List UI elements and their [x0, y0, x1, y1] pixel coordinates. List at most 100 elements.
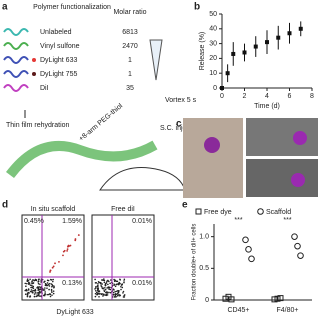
event-dot: [123, 296, 126, 298]
event-dot: [122, 292, 124, 294]
event-dot: [43, 281, 45, 283]
event-dot: [49, 271, 51, 273]
row-ratio: 6813: [122, 29, 138, 36]
panel-label: c: [176, 119, 182, 130]
photo: [183, 118, 243, 198]
data-point: [277, 295, 284, 302]
event-dot: [46, 293, 49, 296]
event-dot: [37, 294, 40, 297]
event-dot: [29, 296, 31, 298]
y-tick-label: 0.5: [199, 265, 209, 272]
row-name: DyLight 755: [40, 71, 77, 78]
event-dot: [42, 289, 45, 291]
legend-label: Scaffold: [266, 209, 291, 216]
plot-title: Free diI: [111, 206, 135, 213]
event-dot: [97, 292, 100, 295]
event-dot: [29, 278, 31, 281]
legend-marker: [257, 208, 264, 215]
data-point: [245, 246, 252, 253]
event-dot: [49, 292, 51, 295]
event-dot: [104, 284, 107, 286]
event-dot: [34, 278, 37, 281]
event-dot: [34, 292, 37, 294]
panel-label: a: [2, 2, 8, 13]
event-dot: [113, 289, 115, 291]
event-dot: [103, 281, 106, 284]
x-tick-label: 0: [220, 93, 224, 100]
event-dot: [97, 284, 99, 287]
axis-label: Fraction double+ of diI+ cells: [192, 224, 198, 301]
event-dot: [108, 288, 110, 290]
column-header: Molar ratio: [113, 9, 146, 16]
event-dot: [95, 291, 98, 294]
event-dot: [48, 288, 50, 291]
event-dot: [110, 279, 112, 281]
photo: [246, 118, 318, 156]
event-dot: [109, 288, 112, 291]
event-dot: [117, 282, 119, 285]
event-dot: [69, 244, 72, 247]
data-point: [276, 35, 281, 40]
row-name: DiI: [40, 85, 49, 92]
event-dot: [62, 254, 64, 257]
event-dot: [121, 283, 123, 285]
event-dot: [31, 284, 33, 287]
step-text: S.C. injection: [160, 125, 201, 132]
data-point: [231, 51, 236, 56]
event-dot: [44, 291, 46, 293]
event-dot: [52, 292, 55, 295]
event-dot: [40, 286, 42, 289]
event-dot: [26, 280, 29, 282]
annotation: ***: [283, 217, 291, 224]
event-dot: [32, 285, 35, 288]
event-dot: [109, 291, 112, 294]
event-dot: [122, 290, 125, 293]
event-dot: [104, 294, 106, 296]
event-dot: [106, 287, 108, 289]
event-dot: [32, 289, 35, 292]
data-point: [220, 86, 224, 90]
event-dot: [118, 294, 121, 297]
polymer-icons: [3, 28, 36, 92]
event-dot: [39, 283, 41, 286]
data-point: [298, 26, 303, 31]
step-text: +8-arm PEG-thiol: [78, 102, 124, 143]
event-dot: [98, 295, 100, 298]
data-point: [242, 50, 247, 55]
event-dot: [113, 293, 115, 296]
row-ratio: 1: [128, 57, 132, 64]
film: [6, 140, 158, 179]
event-dot: [108, 291, 110, 294]
event-dot: [113, 283, 116, 286]
event-dot: [34, 290, 36, 292]
event-dot: [54, 262, 56, 265]
event-dot: [103, 290, 106, 293]
event-dot: [114, 285, 117, 288]
event-dot: [44, 293, 47, 295]
event-dot: [33, 293, 36, 295]
event-dot: [48, 282, 51, 285]
x-tick-label: 4: [265, 93, 269, 100]
y-tick-label: 20: [209, 55, 217, 62]
quadrant-value: 0.13%: [62, 280, 82, 287]
data-point: [291, 233, 298, 240]
event-dot: [33, 279, 35, 282]
event-dot: [24, 293, 27, 296]
event-dot: [27, 280, 30, 282]
event-dot: [46, 287, 48, 289]
event-dot: [49, 269, 52, 272]
event-dot: [39, 295, 41, 297]
event-dot: [99, 282, 102, 285]
event-dot: [36, 292, 38, 294]
event-dot: [31, 286, 34, 289]
event-dot: [94, 295, 97, 298]
event-dot: [107, 283, 109, 286]
row-name: Vinyl sulfone: [40, 43, 80, 50]
event-dot: [123, 294, 125, 297]
event-dot: [114, 293, 117, 296]
axis-label: DyLight 633: [56, 309, 93, 316]
event-dot: [50, 288, 53, 291]
event-dot: [58, 260, 60, 263]
photo: [246, 159, 318, 197]
event-dot: [37, 280, 40, 283]
